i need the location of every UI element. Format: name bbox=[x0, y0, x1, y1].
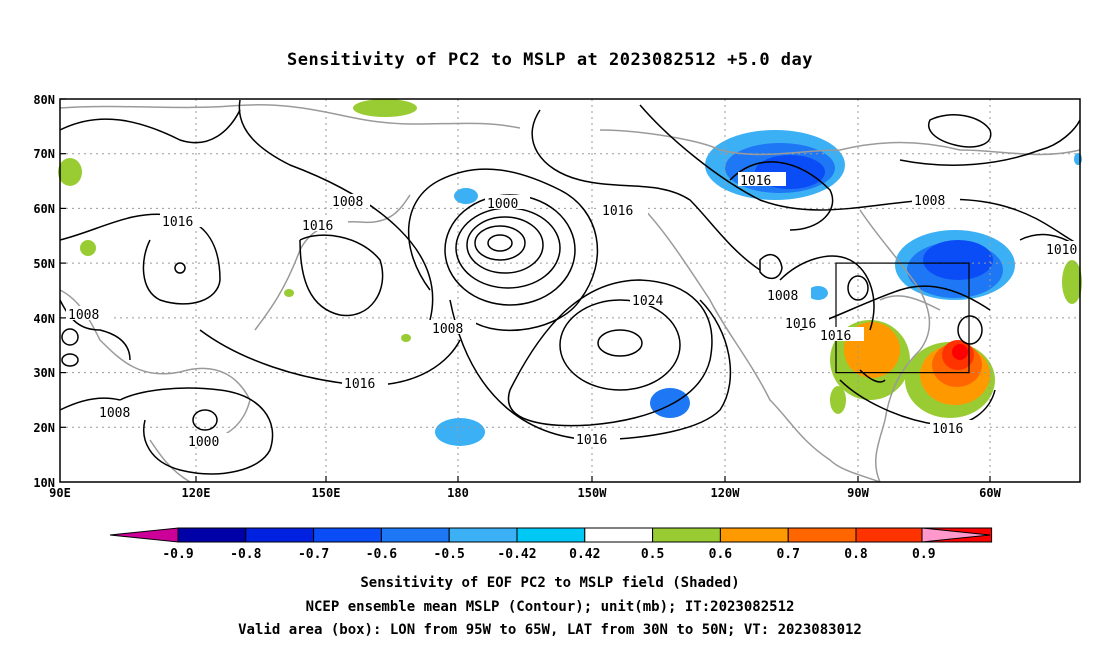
chart-title: Sensitivity of PC2 to MSLP at 2023082512… bbox=[286, 50, 813, 70]
contour-label: 1016 bbox=[932, 422, 963, 437]
lat-label: 80N bbox=[33, 93, 55, 107]
lat-label: 70N bbox=[33, 147, 55, 161]
negative-shading-small-b bbox=[1074, 153, 1082, 165]
contour-label: 1016 bbox=[740, 174, 771, 189]
footer-line-1: Sensitivity of EOF PC2 to MSLP field (Sh… bbox=[360, 575, 740, 591]
contour-label: 1016 bbox=[785, 317, 816, 332]
colorbar-label: 0.9 bbox=[912, 547, 935, 562]
lat-label: 40N bbox=[33, 312, 55, 326]
lat-label: 20N bbox=[33, 421, 55, 435]
contour-label: 1016 bbox=[344, 377, 375, 392]
positive-shading-west-edge bbox=[58, 158, 82, 186]
sensitivity-shading bbox=[58, 99, 1082, 446]
contour-label: 1024 bbox=[632, 294, 663, 309]
contour-label: 1008 bbox=[68, 308, 99, 323]
colorbar-high-triangle bbox=[921, 527, 991, 543]
lon-label: 60W bbox=[979, 486, 1001, 500]
colorbar: -0.9 -0.8 -0.7 -0.6 -0.5 -0.42 0.42 0.5 0.6 0.7 0.… bbox=[109, 527, 993, 562]
contour-label: 1016 bbox=[820, 329, 851, 344]
contour-label: 1000 bbox=[188, 435, 219, 450]
latitude-labels: 80N 70N 60N 50N 40N 30N 20N 10N bbox=[33, 93, 55, 490]
lat-label: 50N bbox=[33, 257, 55, 271]
valid-area-box bbox=[835, 262, 970, 374]
lat-label: 60N bbox=[33, 202, 55, 216]
colorbar-boxes bbox=[177, 527, 993, 543]
colorbar-box bbox=[516, 527, 586, 543]
map-frame bbox=[59, 98, 1081, 483]
colorbar-label: 0.7 bbox=[776, 547, 799, 562]
colorbar-label: -0.7 bbox=[298, 547, 329, 562]
colorbar-box bbox=[448, 527, 518, 543]
colorbar-box bbox=[855, 527, 925, 543]
contour-label: 1016 bbox=[576, 433, 607, 448]
negative-shading-pacific-west bbox=[435, 418, 485, 446]
colorbar-label: 0.8 bbox=[844, 547, 868, 562]
colorbar-label: -0.8 bbox=[230, 547, 261, 562]
negative-shading-alaska bbox=[705, 130, 845, 200]
positive-shading-small-c bbox=[401, 334, 411, 342]
colorbar-label: -0.6 bbox=[366, 547, 397, 562]
lon-label: 180 bbox=[447, 486, 469, 500]
positive-shading-mexico bbox=[830, 386, 846, 414]
colorbar-label: 0.5 bbox=[641, 547, 664, 562]
negative-shading-dateline bbox=[454, 188, 478, 204]
negative-shading-northeast bbox=[895, 230, 1015, 300]
positive-shading-arctic bbox=[353, 99, 417, 117]
colorbar-box bbox=[245, 527, 315, 543]
colorbar-box bbox=[719, 527, 789, 543]
contour-label: 1008 bbox=[767, 289, 798, 304]
colorbar-label: 0.6 bbox=[709, 547, 733, 562]
colorbar-box bbox=[380, 527, 450, 543]
lon-label: 120E bbox=[182, 486, 211, 500]
contour-labels: 1008 1016 1016 1000 1016 1016 1008 1010 … bbox=[66, 172, 1080, 450]
footer-line-3: Valid area (box): LON from 95W to 65W, L… bbox=[238, 622, 862, 638]
lon-label: 90E bbox=[49, 486, 71, 500]
colorbar-label: -0.9 bbox=[162, 547, 193, 562]
contour-label: 1008 bbox=[99, 406, 130, 421]
contour-label: 1008 bbox=[914, 194, 945, 209]
lon-label: 150W bbox=[578, 486, 608, 500]
contour-label: 1016 bbox=[302, 219, 333, 234]
lon-label: 120W bbox=[711, 486, 741, 500]
colorbar-low-triangle bbox=[109, 527, 179, 543]
graticule bbox=[60, 99, 1080, 482]
colorbar-label: -0.42 bbox=[497, 547, 536, 562]
lon-label: 90W bbox=[847, 486, 869, 500]
colorbar-labels: -0.9 -0.8 -0.7 -0.6 -0.5 -0.42 0.42 0.5 0.6 0.7 0.… bbox=[162, 547, 935, 562]
lon-label: 150E bbox=[312, 486, 341, 500]
positive-shading-atlantic bbox=[1062, 260, 1082, 304]
negative-shading-pacific-east bbox=[650, 388, 690, 418]
lat-label: 10N bbox=[33, 476, 55, 490]
colorbar-box bbox=[313, 527, 382, 543]
colorbar-box bbox=[177, 527, 247, 543]
contour-label: 1008 bbox=[332, 195, 363, 210]
footer-line-2: NCEP ensemble mean MSLP (Contour); unit(… bbox=[305, 599, 795, 615]
contour-label: 1016 bbox=[162, 215, 193, 230]
colorbar-label: 0.42 bbox=[569, 547, 600, 562]
lat-label: 30N bbox=[33, 366, 55, 380]
contour-label: 1000 bbox=[487, 197, 518, 212]
contour-label: 1008 bbox=[432, 322, 463, 337]
colorbar-box bbox=[787, 527, 857, 543]
colorbar-box bbox=[652, 527, 721, 543]
contour-label: 1010 bbox=[1046, 243, 1077, 258]
colorbar-box bbox=[584, 527, 654, 543]
positive-shading-small-a bbox=[80, 240, 96, 256]
longitude-labels: 90E 120E 150E 180 150W 120W 90W 60W bbox=[49, 486, 1001, 500]
positive-shading-small-b bbox=[284, 289, 294, 297]
axis-ticks bbox=[60, 98, 991, 482]
colorbar-label: -0.5 bbox=[434, 547, 465, 562]
coastlines bbox=[59, 104, 1081, 483]
negative-shading-small-a bbox=[808, 286, 828, 300]
contour-label: 1016 bbox=[602, 204, 633, 219]
positive-shading-west-atlantic bbox=[905, 340, 995, 418]
mslp-contours bbox=[59, 99, 1081, 475]
